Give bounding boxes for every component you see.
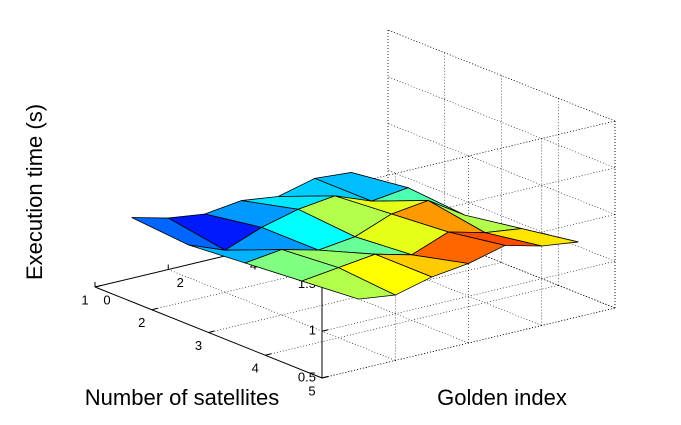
y-axis-label: Number of satellites xyxy=(85,385,279,410)
y-tick-label: 4 xyxy=(252,361,259,376)
z-tick-label: 0.5 xyxy=(298,369,316,384)
axis-line xyxy=(94,286,323,379)
y-tick-label: 5 xyxy=(308,383,315,398)
grid-line xyxy=(321,167,616,239)
grid-line xyxy=(265,284,559,356)
x-axis-label: Golden index xyxy=(437,385,567,410)
y-tick-label: 2 xyxy=(138,315,145,330)
y-tick-label: 3 xyxy=(195,338,202,353)
z-axis-label: Execution time (s) xyxy=(22,104,47,280)
surface-facet xyxy=(300,267,397,300)
tick-mark xyxy=(208,330,215,333)
x-tick-label: 2 xyxy=(177,275,184,290)
x-tick-label: 0 xyxy=(103,292,110,307)
tick-mark xyxy=(321,329,329,332)
z-tick-label: 1 xyxy=(309,323,316,338)
grid-line xyxy=(321,120,616,192)
tick-mark xyxy=(265,353,272,356)
grid-line xyxy=(321,260,616,332)
tick-mark xyxy=(151,307,158,311)
tick-mark xyxy=(321,376,329,379)
y-tick-label: 1 xyxy=(81,292,88,307)
grid-line xyxy=(321,307,616,379)
